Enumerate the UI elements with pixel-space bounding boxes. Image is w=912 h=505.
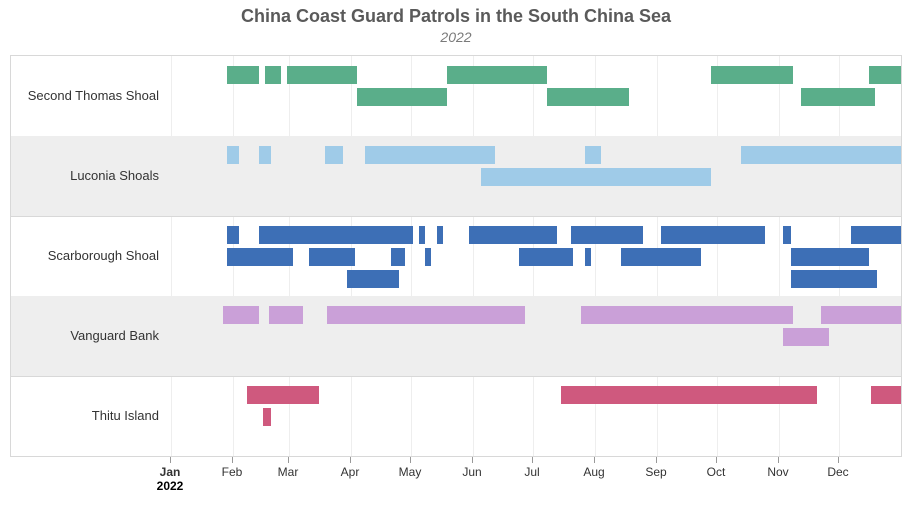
patrol-bar [791, 248, 869, 266]
patrol-bar [227, 248, 293, 266]
tick-mark [838, 457, 839, 463]
x-tick: Mar [268, 457, 308, 479]
patrol-bar [269, 306, 303, 324]
patrol-bar [783, 226, 791, 244]
patrol-bar [309, 248, 355, 266]
patrol-bar [419, 226, 425, 244]
patrol-bar [869, 66, 901, 84]
tick-mark [656, 457, 657, 463]
row-label: Second Thomas Shoal [11, 88, 159, 103]
x-tick-label: Jan [150, 465, 190, 479]
x-tick-label: Feb [212, 465, 252, 479]
row-separator [11, 216, 901, 217]
x-tick: Jan [150, 457, 190, 479]
grid-line [411, 56, 412, 456]
patrol-bar [711, 66, 793, 84]
patrol-bar [325, 146, 343, 164]
patrol-bar [327, 306, 525, 324]
patrol-bar [661, 226, 765, 244]
patrol-bar [247, 386, 319, 404]
patrol-bar [227, 66, 259, 84]
patrol-bar [585, 248, 591, 266]
tick-mark [232, 457, 233, 463]
x-tick: Sep [636, 457, 676, 479]
x-tick-label: Mar [268, 465, 308, 479]
gantt-chart: China Coast Guard Patrols in the South C… [0, 0, 912, 502]
x-tick-label: Nov [758, 465, 798, 479]
x-tick-label: May [390, 465, 430, 479]
x-axis: Jan2022 Feb Mar Apr May Jun Jul Aug Sep Oct Nov Dec [10, 457, 902, 502]
patrol-bar [481, 168, 711, 186]
patrol-bar [357, 88, 447, 106]
x-tick-label: Dec [818, 465, 858, 479]
x-tick: Jun [452, 457, 492, 479]
patrol-bar [227, 226, 239, 244]
patrol-bar [571, 226, 643, 244]
row-label: Scarborough Shoal [11, 248, 159, 263]
x-tick-label: Aug [574, 465, 614, 479]
x-tick: Jul [512, 457, 552, 479]
x-tick: Feb [212, 457, 252, 479]
row-label: Luconia Shoals [11, 168, 159, 183]
x-tick-label: Oct [696, 465, 736, 479]
patrol-bar [287, 66, 357, 84]
patrol-bar [801, 88, 875, 106]
patrol-bar [741, 146, 901, 164]
tick-mark [532, 457, 533, 463]
chart-title: China Coast Guard Patrols in the South C… [0, 0, 912, 27]
patrol-bar [391, 248, 405, 266]
row-separator [11, 376, 901, 377]
patrol-bar [259, 226, 413, 244]
x-tick: Dec [818, 457, 858, 479]
patrol-bar [223, 306, 259, 324]
patrol-bar [561, 386, 817, 404]
patrol-bar [347, 270, 399, 288]
x-tick: Apr [330, 457, 370, 479]
grid-line [171, 56, 172, 456]
grid-line [473, 56, 474, 456]
tick-mark [410, 457, 411, 463]
patrol-bar [821, 306, 901, 324]
tick-mark [288, 457, 289, 463]
x-tick: Oct [696, 457, 736, 479]
patrol-bar [585, 146, 601, 164]
x-tick-label: Apr [330, 465, 370, 479]
patrol-bar [425, 248, 431, 266]
x-tick: Nov [758, 457, 798, 479]
x-tick: Aug [574, 457, 614, 479]
row-label: Thitu Island [11, 408, 159, 423]
tick-mark [472, 457, 473, 463]
row-label: Vanguard Bank [11, 328, 159, 343]
plot-area: Second Thomas Shoal Luconia Shoals Scarbor… [10, 55, 902, 457]
patrol-bar [365, 146, 495, 164]
patrol-bar [581, 306, 793, 324]
patrol-bar [783, 328, 829, 346]
x-tick-label: Sep [636, 465, 676, 479]
patrol-bar [547, 88, 629, 106]
patrol-bar [263, 408, 271, 426]
patrol-bar [791, 270, 877, 288]
tick-mark [716, 457, 717, 463]
patrol-bar [469, 226, 557, 244]
tick-mark [778, 457, 779, 463]
x-tick-label: Jul [512, 465, 552, 479]
patrol-bar [447, 66, 547, 84]
x-tick-label: Jun [452, 465, 492, 479]
patrol-bar [227, 146, 239, 164]
patrol-bar [621, 248, 701, 266]
patrol-bar [519, 248, 573, 266]
tick-mark [170, 457, 171, 463]
patrol-bar [871, 386, 901, 404]
x-axis-year: 2022 [150, 479, 190, 493]
patrol-bar [265, 66, 281, 84]
patrol-bar [259, 146, 271, 164]
patrol-bar [437, 226, 443, 244]
tick-mark [350, 457, 351, 463]
tick-mark [594, 457, 595, 463]
chart-subtitle: 2022 [0, 29, 912, 45]
patrol-bar [851, 226, 901, 244]
x-tick: May [390, 457, 430, 479]
